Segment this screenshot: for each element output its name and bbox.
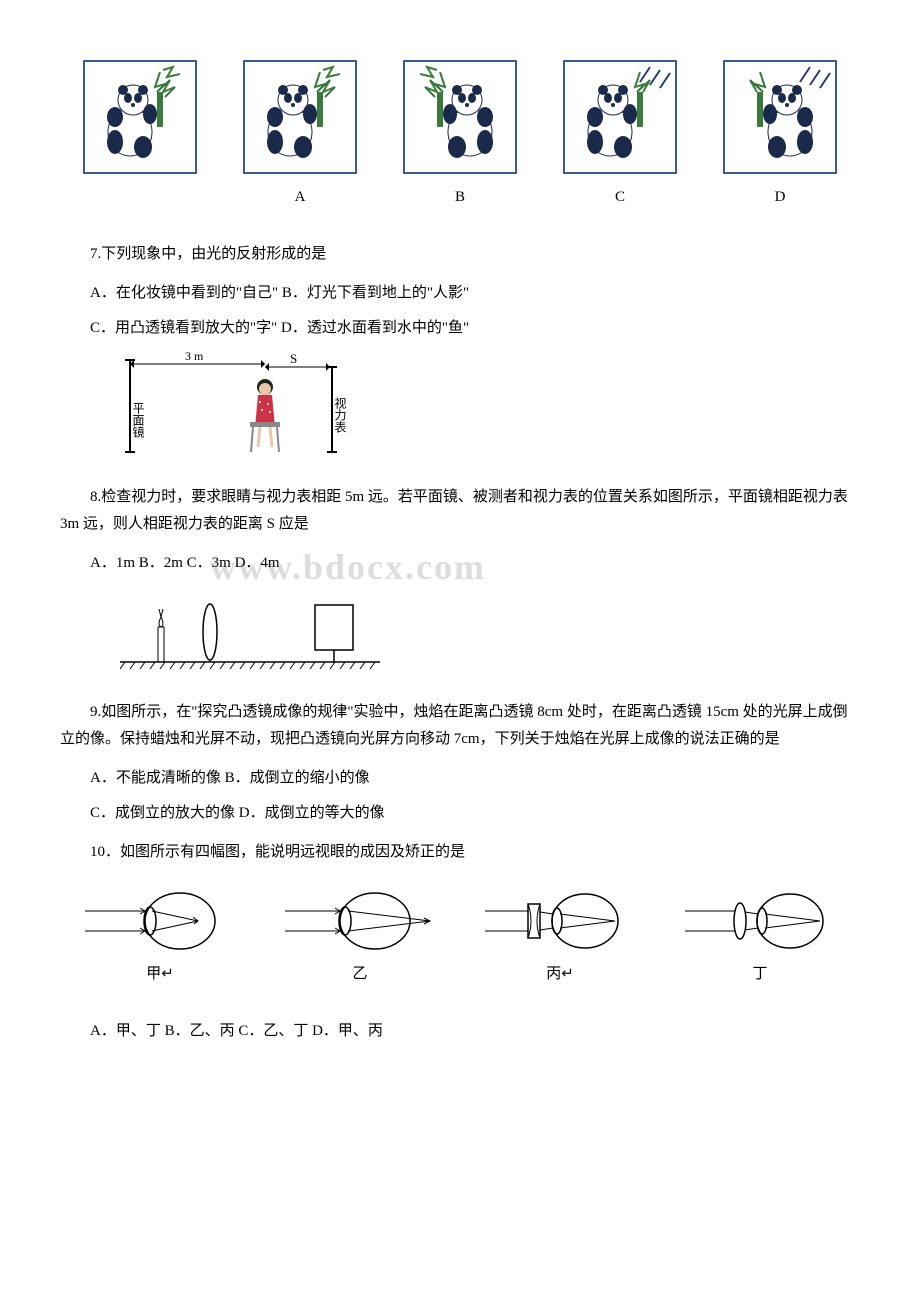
q9-options-ab: A．不能成清晰的像 B．成倒立的缩小的像	[90, 765, 860, 792]
q10-options: A．甲、丁 B．乙、丙 C．乙、丁 D．甲、丙	[90, 1018, 860, 1045]
q8-diagram: 平面镜 3 m S 视力表	[120, 352, 860, 472]
q10-stem: 10．如图所示有四幅图，能说明远视眼的成因及矫正的是	[60, 839, 860, 866]
q9-diagram	[120, 587, 860, 687]
eye-diagram-yi	[280, 886, 440, 956]
q6-labels: A B C D	[60, 184, 860, 211]
panda-option-b	[403, 60, 517, 174]
distance-3m: 3 m	[185, 352, 204, 363]
q9-stem: 9.如图所示，在"探究凸透镜成像的规律"实验中，烛焰在距离凸透镜 8cm 处时，…	[60, 699, 860, 753]
q8-stem: 8.检查视力时，要求眼睛与视力表相距 5m 远。若平面镜、被测者和视力表的位置关…	[60, 484, 860, 538]
q6-panda-row	[60, 60, 860, 174]
eye-label-ding: 丁	[685, 961, 835, 988]
panda-label-d: D	[725, 184, 835, 211]
mirror-label: 平面镜	[131, 402, 145, 438]
q7-options-cd: C．用凸透镜看到放大的"字" D．透过水面看到水中的"鱼"	[90, 315, 860, 342]
eye-label-yi: 乙	[285, 961, 435, 988]
s-label: S	[290, 352, 297, 366]
panda-option-a	[243, 60, 357, 174]
q10-eye-row	[60, 886, 860, 956]
eye-label-jia: 甲↵	[85, 961, 235, 988]
panda-option-c	[563, 60, 677, 174]
panda-label-a: A	[245, 184, 355, 211]
q10-labels: 甲↵ 乙 丙↵ 丁	[60, 961, 860, 988]
chart-label: 视力表	[333, 396, 347, 433]
panda-label-b: B	[405, 184, 515, 211]
q7-stem: 7.下列现象中，由光的反射形成的是	[60, 241, 860, 268]
eye-label-bing: 丙↵	[485, 961, 635, 988]
panda-original	[83, 60, 197, 174]
eye-diagram-ding	[680, 886, 840, 956]
panda-option-d	[723, 60, 837, 174]
panda-label-c: C	[565, 184, 675, 211]
q8-opts-text: A．1m B．2m C．3m D．4m	[90, 555, 280, 571]
q9-options-cd: C．成倒立的放大的像 D．成倒立的等大的像	[90, 800, 860, 827]
eye-diagram-jia	[80, 886, 240, 956]
q8-options: A．1m B．2m C．3m D．4m www.bdocx.com	[90, 550, 860, 577]
eye-diagram-bing	[480, 886, 640, 956]
q7-options-ab: A．在化妆镜中看到的"自己" B．灯光下看到地上的"人影"	[90, 280, 860, 307]
